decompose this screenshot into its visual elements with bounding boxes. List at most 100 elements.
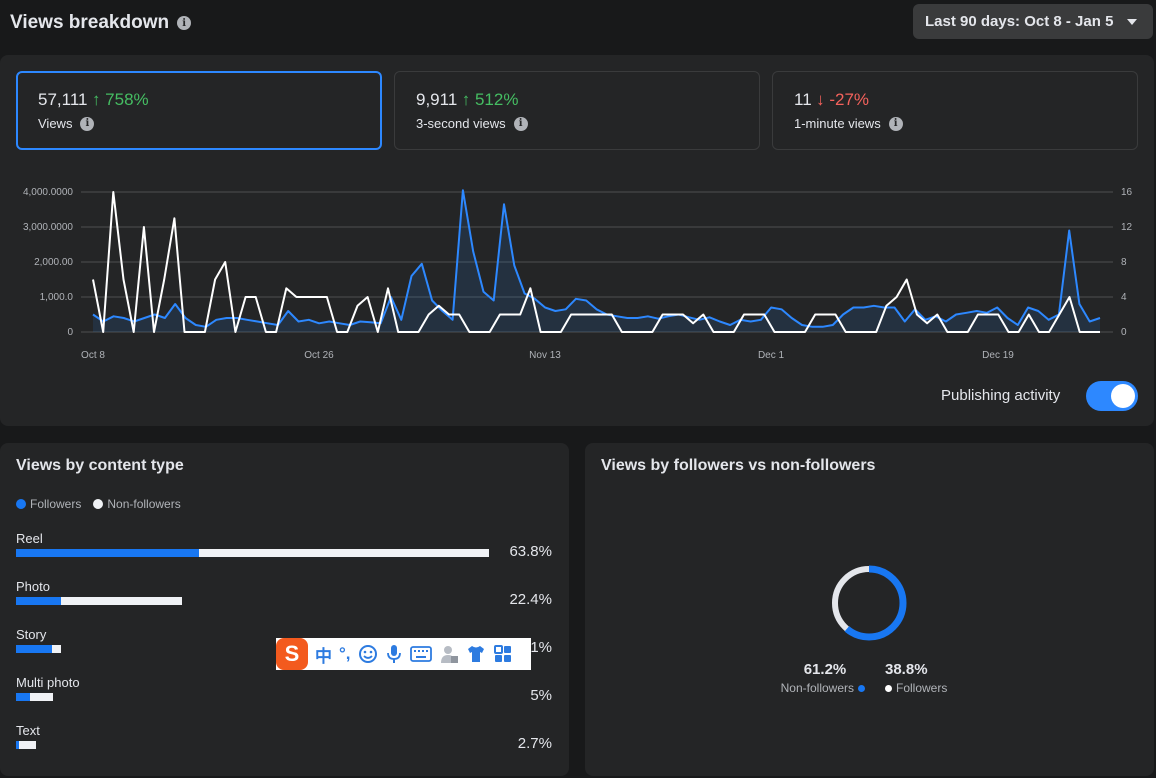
- content-type-percent: 5%: [530, 687, 552, 704]
- content-type-name: Text: [16, 723, 40, 738]
- metric-change: ↑ 512%: [461, 90, 519, 109]
- followers-bar: [16, 645, 53, 653]
- content-type-bar: [16, 693, 54, 701]
- info-icon[interactable]: i: [513, 116, 528, 131]
- y-left-tick-label: 0: [67, 327, 73, 338]
- followers-donut-chart: [831, 565, 907, 641]
- x-tick-label: Nov 13: [529, 350, 561, 361]
- legend-dot: [858, 684, 865, 692]
- legend: Followers Non-followers: [16, 497, 181, 511]
- caret-down-icon: [1127, 18, 1138, 25]
- non-followers-bar: [199, 549, 489, 557]
- publishing-activity-label: Publishing activity: [941, 387, 1061, 404]
- metric-value: 9,911: [416, 90, 458, 109]
- legend-item-followers: Followers: [16, 497, 81, 511]
- content-type-percent: 63.8%: [509, 543, 552, 560]
- content-type-name: Photo: [16, 579, 50, 594]
- content-type-row: Multi photo 5%: [16, 675, 556, 715]
- x-tick-label: Dec 1: [758, 350, 785, 361]
- metric-label: 3-second views: [416, 116, 506, 131]
- content-type-row: Story 1%: [16, 627, 556, 667]
- legend-dot: [16, 499, 26, 509]
- ime-logo[interactable]: S: [276, 638, 308, 670]
- content-type-row: Text 2.7%: [16, 723, 556, 763]
- info-icon[interactable]: i: [80, 116, 95, 131]
- page-title: Views breakdown: [10, 12, 170, 33]
- legend-dot: [93, 499, 104, 509]
- emoji-icon[interactable]: [358, 644, 378, 664]
- date-range-label: Last 90 days: Oct 8 - Jan 5: [925, 13, 1114, 30]
- metric-3-second-views[interactable]: 9,911 ↑ 512% 3-second views i: [394, 71, 760, 150]
- followers-card: Views by followers vs non-followers 61.2…: [585, 443, 1154, 776]
- y-left-tick-label: 4,000.0000: [23, 187, 73, 198]
- y-left-tick-label: 1,000.0: [40, 292, 74, 303]
- stat-value: 38.8%: [885, 661, 928, 678]
- legend-item-non-followers: Non-followers: [93, 497, 181, 511]
- non-followers-bar: [30, 693, 54, 701]
- views-line-chart: 4,000.0000 16 3,000.0000 12 2,000.00 8 1,000.0…: [23, 187, 1133, 361]
- apps-icon[interactable]: [493, 644, 513, 664]
- metric-change: ↓ -27%: [816, 90, 870, 109]
- content-type-percent: 1%: [530, 639, 552, 656]
- date-range-dropdown[interactable]: Last 90 days: Oct 8 - Jan 5: [913, 4, 1153, 39]
- series-line-publishing: [92, 191, 1100, 333]
- content-type-percent: 22.4%: [509, 591, 552, 608]
- legend-dot: [885, 684, 892, 692]
- metric-1-minute-views[interactable]: 11 ↓ -27% 1-minute views i: [772, 71, 1138, 150]
- user-icon[interactable]: [439, 644, 459, 664]
- y-right-tick-label: 12: [1121, 222, 1133, 233]
- ime-mode-toggle[interactable]: 中: [315, 646, 332, 666]
- metric-value: 57,111: [38, 90, 88, 109]
- y-right-tick-label: 8: [1121, 257, 1127, 268]
- x-tick-label: Dec 19: [982, 350, 1014, 361]
- legend-label: Followers: [30, 497, 82, 511]
- stat-label: Non-followers: [780, 681, 854, 695]
- metric-value: 11: [794, 90, 812, 109]
- microphone-icon[interactable]: [385, 644, 403, 664]
- content-type-bar: [16, 645, 62, 653]
- metric-views[interactable]: 57,111 ↑ 758% Views i: [16, 71, 382, 150]
- content-type-name: Reel: [16, 531, 43, 546]
- legend-label: Non-followers: [107, 497, 181, 511]
- non-followers-bar: [19, 741, 37, 749]
- content-type-percent: 2.7%: [517, 735, 552, 752]
- y-right-tick-label: 16: [1121, 187, 1133, 198]
- ime-punct-toggle[interactable]: °,: [339, 644, 351, 663]
- card-title: Views by content type: [16, 457, 184, 474]
- content-type-row: Reel 63.8%: [16, 531, 556, 571]
- skin-icon[interactable]: [466, 644, 486, 664]
- content-type-row: Photo 22.4%: [16, 579, 556, 619]
- followers-bar: [16, 597, 62, 605]
- stat-label: Followers: [896, 681, 948, 695]
- toggle-knob: [1111, 384, 1135, 408]
- followers-bar: [16, 549, 200, 557]
- y-left-tick-label: 3,000.0000: [23, 222, 73, 233]
- y-right-tick-label: 4: [1121, 292, 1127, 303]
- metric-label: 1-minute views: [794, 116, 881, 131]
- keyboard-icon[interactable]: [409, 645, 432, 663]
- followers-stat: 38.8% Followers: [885, 661, 965, 695]
- content-type-card: Views by content type Followers Non-foll…: [0, 443, 569, 776]
- content-type-bar: [16, 549, 489, 557]
- stat-value: 61.2%: [803, 661, 847, 678]
- followers-bar: [16, 693, 31, 701]
- page-header: Views breakdown i: [10, 12, 192, 34]
- non-followers-arc: [831, 565, 907, 641]
- content-type-bar: [16, 597, 182, 605]
- content-type-name: Multi photo: [16, 675, 80, 690]
- y-left-tick-label: 2,000.00: [34, 257, 73, 268]
- series-line-views: [92, 189, 1101, 328]
- non-followers-bar: [52, 645, 62, 653]
- publishing-activity-toggle[interactable]: [1086, 381, 1138, 411]
- non-followers-bar: [61, 597, 182, 605]
- ime-toolbar: S 中 °,: [276, 638, 531, 670]
- info-icon[interactable]: i: [888, 116, 903, 131]
- followers-bar: [16, 741, 19, 749]
- non-followers-stat: 61.2% Non-followers: [755, 661, 865, 695]
- series-area: [93, 190, 1100, 332]
- metric-label: Views: [38, 116, 73, 131]
- info-icon[interactable]: i: [177, 16, 192, 30]
- content-type-bar: [16, 741, 37, 749]
- x-tick-label: Oct 8: [81, 350, 105, 361]
- views-card: 57,111 ↑ 758% Views i 9,911 ↑ 512% 3-seco…: [0, 55, 1154, 426]
